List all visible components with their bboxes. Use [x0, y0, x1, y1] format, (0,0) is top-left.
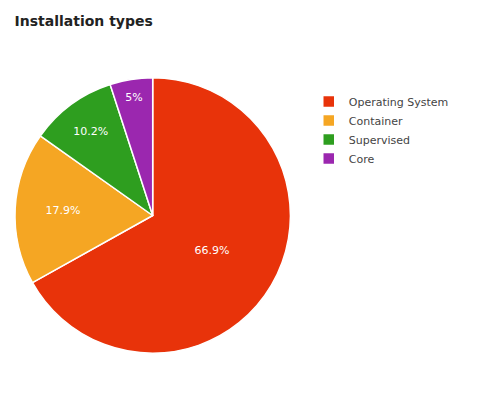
- svg-text:5%: 5%: [125, 91, 142, 104]
- svg-text:Core: Core: [349, 153, 375, 166]
- svg-text:Operating System: Operating System: [349, 96, 449, 109]
- svg-text:Container: Container: [349, 115, 403, 128]
- svg-text:10.2%: 10.2%: [73, 125, 108, 138]
- svg-text:17.9%: 17.9%: [46, 204, 81, 217]
- svg-text:Installation types: Installation types: [15, 13, 153, 29]
- svg-text:Supervised: Supervised: [349, 134, 410, 147]
- svg-text:66.9%: 66.9%: [195, 244, 230, 257]
